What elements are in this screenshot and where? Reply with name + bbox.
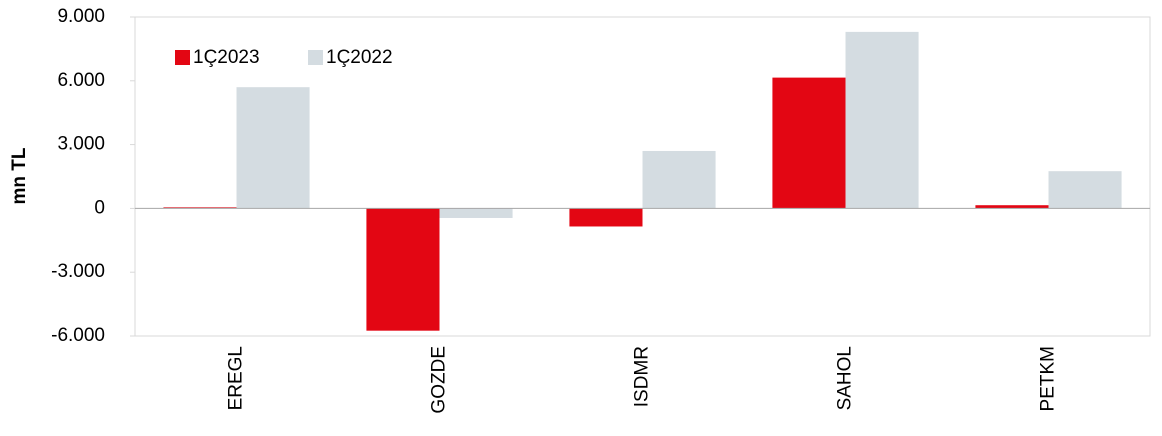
bar	[439, 208, 513, 218]
y-tick-label: -3.000	[51, 261, 105, 282]
bar	[845, 31, 919, 209]
y-tick-label: 6.000	[57, 70, 105, 91]
bar	[975, 205, 1049, 209]
plot-frame	[134, 16, 1151, 337]
bar	[366, 208, 440, 331]
legend-label: 1Ç2023	[193, 47, 260, 68]
x-tick-label: EREGL	[226, 346, 247, 410]
legend-swatch	[308, 50, 323, 65]
bar	[236, 87, 310, 209]
x-tick-label: ISDMR	[632, 346, 653, 407]
y-axis-label: mn TL	[9, 147, 30, 204]
legend-label: 1Ç2022	[326, 47, 393, 68]
y-tick-label: 0	[94, 197, 105, 218]
bar	[642, 150, 716, 209]
x-tick-label: SAHOL	[835, 346, 856, 410]
bar	[1048, 171, 1122, 209]
bar	[569, 208, 643, 227]
y-tick-label: -6.000	[51, 325, 105, 346]
x-tick-label: PETKM	[1038, 346, 1059, 411]
x-tick-label: GOZDE	[429, 346, 450, 414]
bar	[163, 207, 237, 209]
legend-swatch	[175, 50, 190, 65]
y-tick-label: 3.000	[57, 134, 105, 155]
bar	[772, 77, 846, 209]
y-tick-label: 9.000	[57, 6, 105, 27]
